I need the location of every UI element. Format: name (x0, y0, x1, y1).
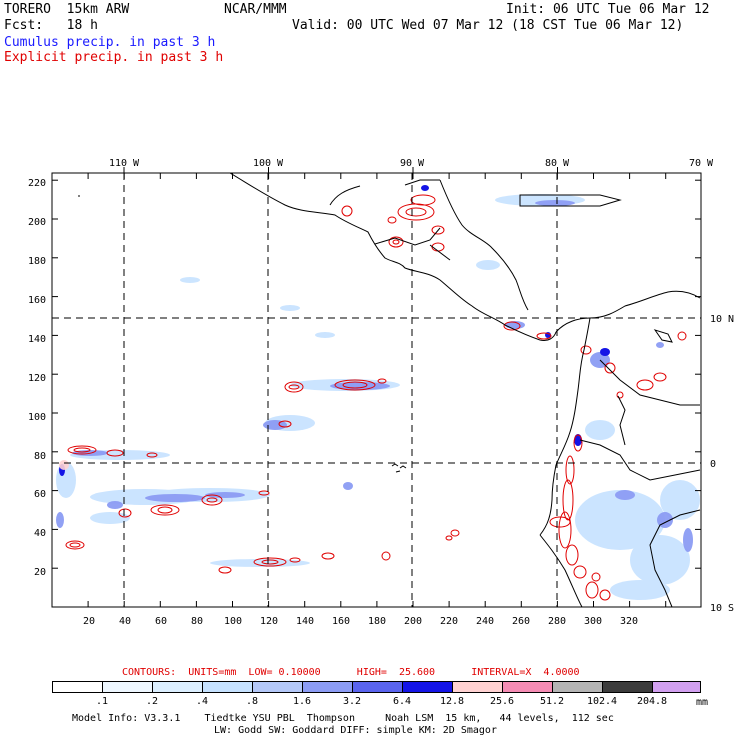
x-tick-label: 40 (119, 616, 131, 627)
legend-swatch (602, 681, 653, 693)
y-tick-label: 140 (28, 334, 46, 345)
physics-info: LW: Godd SW: Goddard DIFF: simple KM: 2D… (214, 725, 497, 736)
x-tick-label: 80 (191, 616, 203, 627)
y-tick-label: 40 (34, 528, 46, 539)
init-time: Init: 06 UTC Tue 06 Mar 12 (506, 2, 710, 17)
legend-swatch (302, 681, 353, 693)
legend-swatch (452, 681, 503, 693)
legend-swatch (152, 681, 203, 693)
legend-label: 3.2 (342, 696, 362, 707)
legend-label: .4 (195, 696, 209, 707)
cumulus-legend-label: Cumulus precip. in past 3 h (4, 35, 216, 50)
legend-swatch (402, 681, 453, 693)
legend-label: .1 (95, 696, 109, 707)
x-tick-label: 220 (440, 616, 458, 627)
legend-swatch (502, 681, 553, 693)
latitude-label: 10 S (710, 603, 734, 614)
legend-swatch (552, 681, 603, 693)
center-label: NCAR/MMM (224, 2, 287, 17)
longitude-label: 70 W (689, 158, 714, 169)
x-tick-label: 300 (584, 616, 602, 627)
axis-ticks (51, 167, 701, 608)
x-tick-label: 20 (83, 616, 95, 627)
legend-label: 1.6 (292, 696, 312, 707)
x-tick-label: 60 (155, 616, 167, 627)
explicit-legend-label: Explicit precip. in past 3 h (4, 50, 224, 65)
valid-time: Valid: 00 UTC Wed 07 Mar 12 (18 CST Tue … (292, 18, 684, 33)
legend-label: .8 (245, 696, 259, 707)
x-tick-label: 140 (296, 616, 314, 627)
axis-labels: 20 40 60 80 100 120 140 160 180 200 220 … (28, 158, 734, 627)
y-tick-label: 80 (34, 451, 46, 462)
x-tick-label: 200 (404, 616, 422, 627)
y-tick-label: 200 (28, 217, 46, 228)
legend-units: mm (696, 697, 709, 708)
x-tick-label: 180 (368, 616, 386, 627)
legend-label: 51.2 (539, 696, 565, 707)
longitude-label: 80 W (545, 158, 570, 169)
longitude-label: 90 W (400, 158, 425, 169)
longitude-label: 100 W (253, 158, 284, 169)
contour-info: CONTOURS: UNITS=mm LOW= 0.10000 HIGH= 25… (122, 667, 580, 678)
latitude-label: 10 N (710, 314, 734, 325)
legend-swatch (652, 681, 701, 693)
y-tick-label: 160 (28, 295, 46, 306)
x-tick-label: 320 (620, 616, 638, 627)
legend-label: 12.8 (439, 696, 465, 707)
model-info: Model Info: V3.3.1 Tiedtke YSU PBL Thomp… (72, 713, 614, 724)
x-tick-label: 280 (548, 616, 566, 627)
legend-swatch (252, 681, 303, 693)
legend-swatch (352, 681, 403, 693)
x-tick-label: 240 (476, 616, 494, 627)
legend-swatch (202, 681, 253, 693)
y-tick-label: 220 (28, 178, 46, 189)
x-tick-label: 120 (260, 616, 278, 627)
model-title: TORERO 15km ARW (4, 2, 130, 17)
legend-swatch (52, 681, 103, 693)
forecast-hour: Fcst: 18 h (4, 18, 98, 33)
legend-label: .2 (145, 696, 159, 707)
legend-swatch (102, 681, 153, 693)
latitude-label: 0 (710, 459, 716, 470)
legend-label: 102.4 (586, 696, 618, 707)
graticule (52, 173, 701, 607)
y-tick-label: 180 (28, 256, 46, 267)
legend-label: 6.4 (392, 696, 412, 707)
y-tick-label: 120 (28, 373, 46, 384)
y-tick-label: 100 (28, 412, 46, 423)
legend-label: 25.6 (489, 696, 515, 707)
y-tick-label: 60 (34, 489, 46, 500)
x-tick-label: 160 (332, 616, 350, 627)
x-tick-label: 260 (512, 616, 530, 627)
legend-label: 204.8 (636, 696, 668, 707)
x-tick-label: 100 (224, 616, 242, 627)
y-tick-label: 20 (34, 567, 46, 578)
precip-shading (56, 173, 701, 607)
longitude-label: 110 W (109, 158, 140, 169)
